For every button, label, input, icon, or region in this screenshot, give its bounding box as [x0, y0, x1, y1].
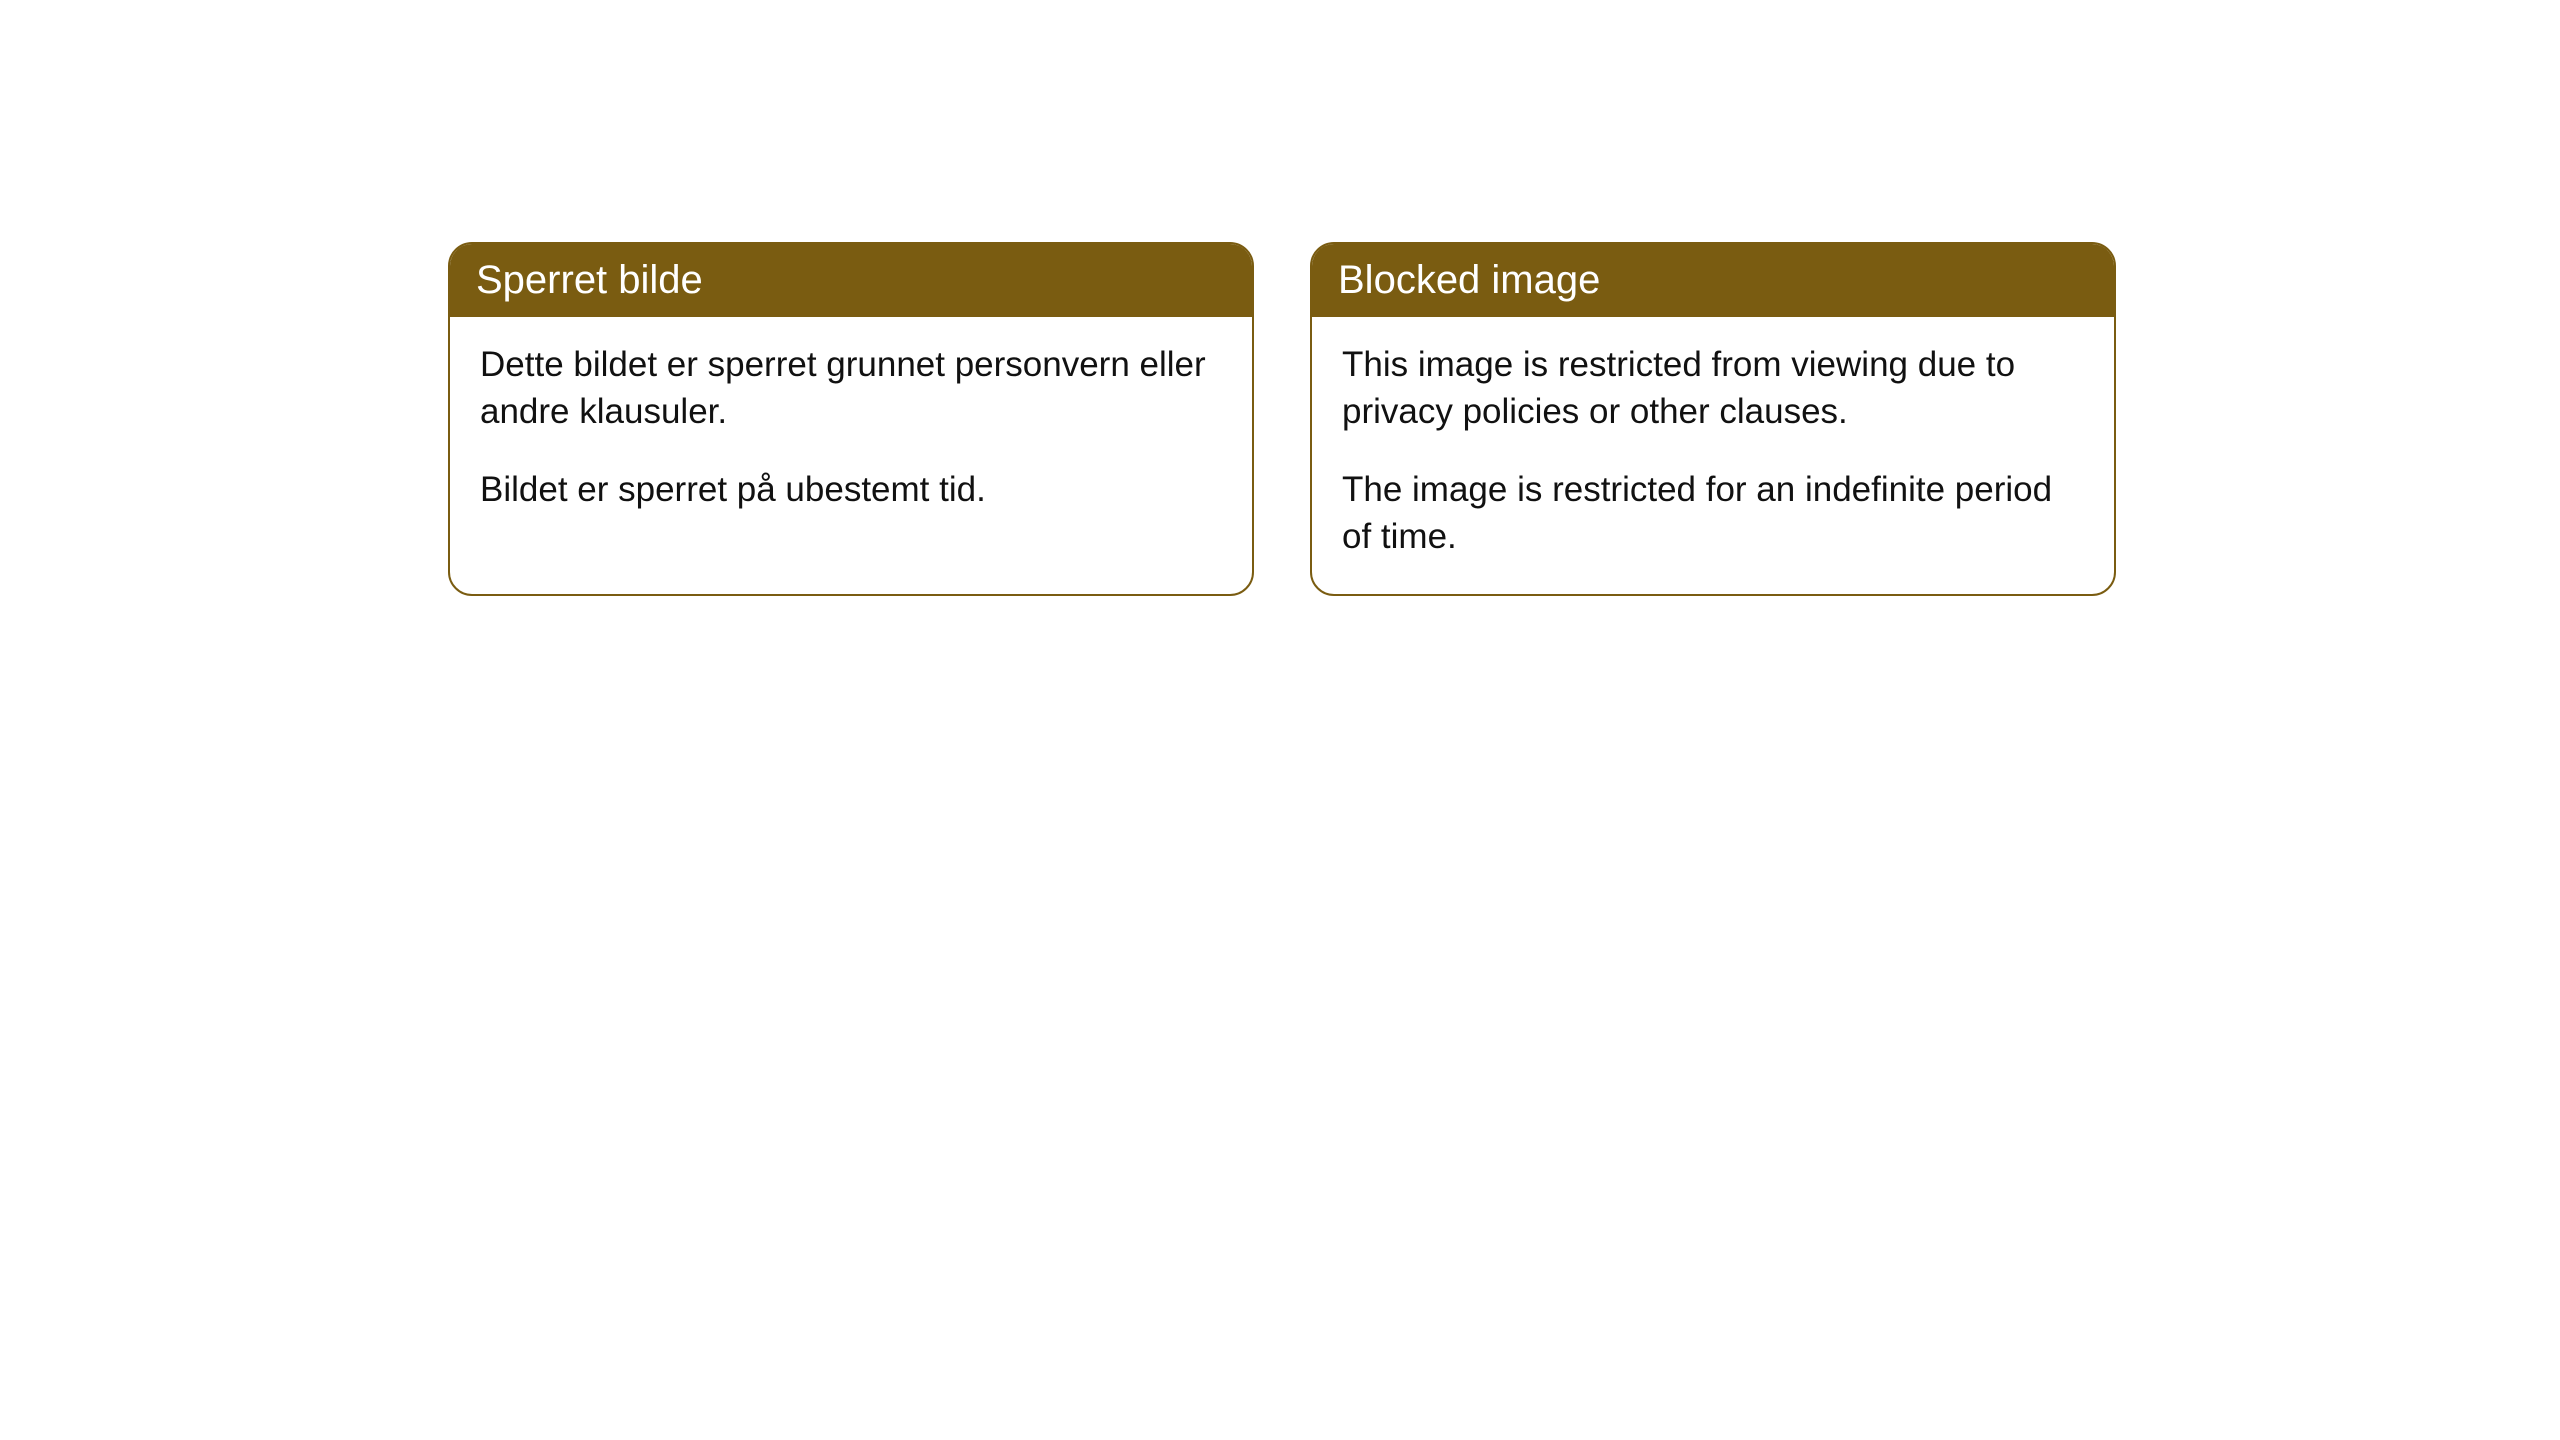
notice-card-english: Blocked image This image is restricted f…	[1310, 242, 2116, 596]
card-body: This image is restricted from viewing du…	[1312, 317, 2114, 594]
card-paragraph: Dette bildet er sperret grunnet personve…	[480, 341, 1222, 436]
notice-card-norwegian: Sperret bilde Dette bildet er sperret gr…	[448, 242, 1254, 596]
card-title: Sperret bilde	[476, 258, 703, 302]
notice-cards-container: Sperret bilde Dette bildet er sperret gr…	[448, 242, 2116, 596]
card-paragraph: Bildet er sperret på ubestemt tid.	[480, 466, 1222, 513]
card-paragraph: This image is restricted from viewing du…	[1342, 341, 2084, 436]
card-header: Sperret bilde	[450, 244, 1252, 317]
card-title: Blocked image	[1338, 258, 1600, 302]
card-body: Dette bildet er sperret grunnet personve…	[450, 317, 1252, 547]
card-paragraph: The image is restricted for an indefinit…	[1342, 466, 2084, 561]
card-header: Blocked image	[1312, 244, 2114, 317]
